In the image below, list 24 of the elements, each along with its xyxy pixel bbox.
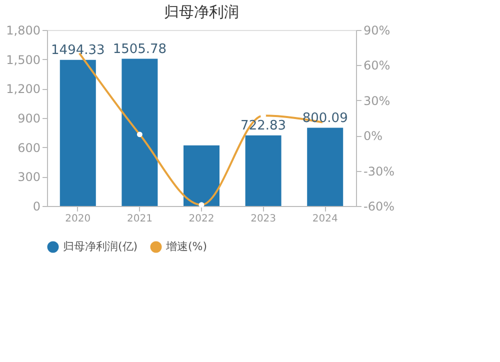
x-tick-label: 2022	[188, 214, 214, 224]
y2-tick-label: 60%	[364, 58, 390, 73]
data-label: 1494.33	[51, 42, 105, 58]
y-tick-label: 900	[18, 112, 40, 126]
x-tick-label: 2020	[65, 214, 91, 224]
data-label: 1505.78	[112, 42, 167, 57]
y-tick-label: 300	[18, 170, 40, 184]
y-tick-label: 1,500	[6, 52, 40, 67]
x-tick-label: 2023	[250, 214, 276, 224]
x-tick-label: 2021	[126, 214, 152, 224]
data-label: 800.09	[302, 110, 348, 126]
y2-tick-label: 30%	[364, 94, 390, 108]
y-tick-label: 0	[32, 200, 40, 214]
x-tick-label: 2024	[312, 214, 338, 224]
chart-title: 归母净利润	[164, 3, 239, 21]
y-tick-label: 600	[18, 140, 40, 155]
y2-tick-label: 0%	[364, 129, 383, 144]
legend-label: 增速(%)	[165, 240, 208, 253]
y2-tick-label: 90%	[364, 24, 390, 38]
legend-label: 归母净利润(亿)	[63, 240, 138, 253]
y-tick-label: 1,800	[6, 24, 40, 38]
y-tick-label: 1,200	[6, 82, 40, 96]
y2-tick-label: -30%	[364, 164, 395, 178]
y2-tick-label: -60%	[364, 200, 395, 214]
